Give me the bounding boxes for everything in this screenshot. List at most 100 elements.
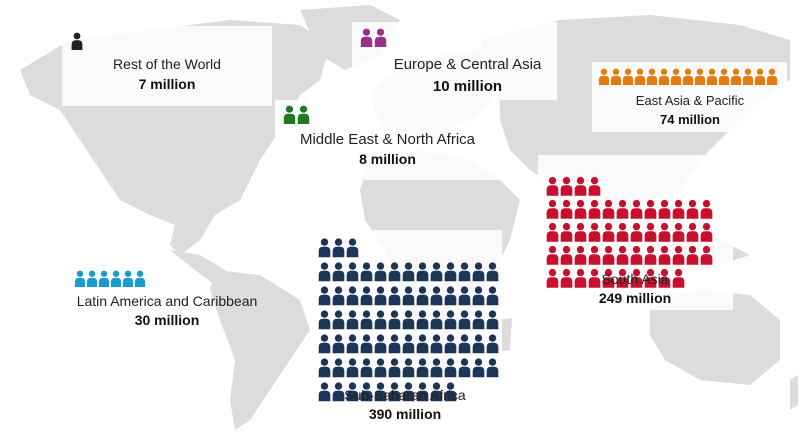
region-value-middle-east-north-africa: 8 million — [359, 151, 416, 167]
person-icon — [110, 270, 122, 292]
person-icon — [486, 285, 499, 311]
person-icon — [416, 357, 429, 383]
person-icon — [630, 268, 643, 293]
person-icon — [388, 261, 401, 287]
person-icon — [546, 222, 559, 247]
person-icon — [472, 261, 485, 287]
person-icon — [430, 333, 443, 359]
person-icon — [546, 245, 559, 270]
person-icon — [402, 333, 415, 359]
person-icon — [458, 357, 471, 383]
region-name-south-asia: South Asia — [601, 271, 669, 287]
person-icon — [742, 68, 754, 90]
person-icon — [388, 357, 401, 383]
panel-middle-east — [275, 100, 500, 180]
person-icon — [402, 261, 415, 287]
person-icon — [630, 222, 643, 247]
person-icon — [318, 381, 331, 407]
region-value-east-asia-pacific: 74 million — [660, 112, 720, 127]
person-icon — [560, 245, 573, 270]
landmass-australia — [650, 290, 780, 385]
person-icon — [644, 222, 657, 247]
person-icon — [346, 309, 359, 335]
person-icon — [486, 309, 499, 335]
person-icon — [430, 261, 443, 287]
person-icon — [706, 68, 718, 90]
region-name-latin-america-caribbean: Latin America and Caribbean — [76, 293, 258, 309]
person-icon — [374, 28, 387, 52]
person-icon — [700, 222, 713, 247]
person-icon — [360, 285, 373, 311]
person-icon — [346, 333, 359, 359]
person-icon — [360, 28, 373, 52]
person-icon — [616, 222, 629, 247]
region-value-latin-america-caribbean: 30 million — [134, 312, 200, 328]
person-icon — [682, 68, 694, 90]
panel-rest-of-world — [62, 26, 272, 106]
person-icon — [574, 245, 587, 270]
person-icon — [686, 222, 699, 247]
person-icon — [486, 333, 499, 359]
person-icon — [416, 261, 429, 287]
person-icon — [486, 357, 499, 383]
person-icon — [388, 309, 401, 335]
person-icon — [588, 245, 601, 270]
person-icon — [700, 199, 713, 224]
person-icon — [332, 333, 345, 359]
person-icon — [472, 333, 485, 359]
person-icon — [630, 199, 643, 224]
person-icon — [346, 237, 359, 263]
person-icon — [70, 32, 84, 55]
person-icon — [360, 309, 373, 335]
person-icon — [402, 309, 415, 335]
person-icon — [430, 285, 443, 311]
person-icon — [444, 381, 457, 407]
person-icon — [430, 381, 443, 407]
panel-europe-central-asia — [352, 22, 557, 100]
person-icon — [318, 357, 331, 383]
person-icon — [332, 285, 345, 311]
person-icon — [622, 68, 634, 90]
person-icon — [602, 199, 615, 224]
person-icon — [86, 270, 98, 292]
person-icon — [658, 268, 671, 293]
region-name-europe-central-asia: Europe & Central Asia — [393, 56, 542, 73]
person-icon — [646, 68, 658, 90]
landmass-new-zealand — [790, 375, 798, 410]
person-icon — [546, 176, 559, 201]
region-value-sub-saharan-africa: 390 million — [368, 406, 442, 422]
person-icon — [360, 357, 373, 383]
person-icon — [574, 176, 587, 201]
person-icon — [416, 381, 429, 407]
person-icon — [74, 270, 86, 292]
person-icon — [686, 199, 699, 224]
person-icon — [598, 68, 610, 90]
person-icon — [472, 309, 485, 335]
person-icon — [730, 68, 742, 90]
person-icon — [430, 309, 443, 335]
person-icon — [718, 68, 730, 90]
region-name-rest-of-world: Rest of the World — [113, 56, 221, 72]
person-icon — [416, 285, 429, 311]
person-icon — [458, 261, 471, 287]
person-icon — [588, 268, 601, 293]
person-icon — [634, 68, 646, 90]
person-icon — [602, 222, 615, 247]
person-icon — [670, 68, 682, 90]
person-icon — [346, 261, 359, 287]
person-icon — [318, 333, 331, 359]
person-icon — [318, 261, 331, 287]
person-icon — [374, 285, 387, 311]
person-icon — [672, 222, 685, 247]
person-icon — [374, 381, 387, 407]
person-icon — [360, 261, 373, 287]
person-icon — [472, 357, 485, 383]
person-icon — [346, 357, 359, 383]
person-icon — [686, 245, 699, 270]
landmass-south-america — [210, 270, 310, 430]
person-icon — [360, 381, 373, 407]
person-icon — [672, 245, 685, 270]
person-icon — [458, 285, 471, 311]
person-icon — [318, 285, 331, 311]
person-icon — [602, 268, 615, 293]
